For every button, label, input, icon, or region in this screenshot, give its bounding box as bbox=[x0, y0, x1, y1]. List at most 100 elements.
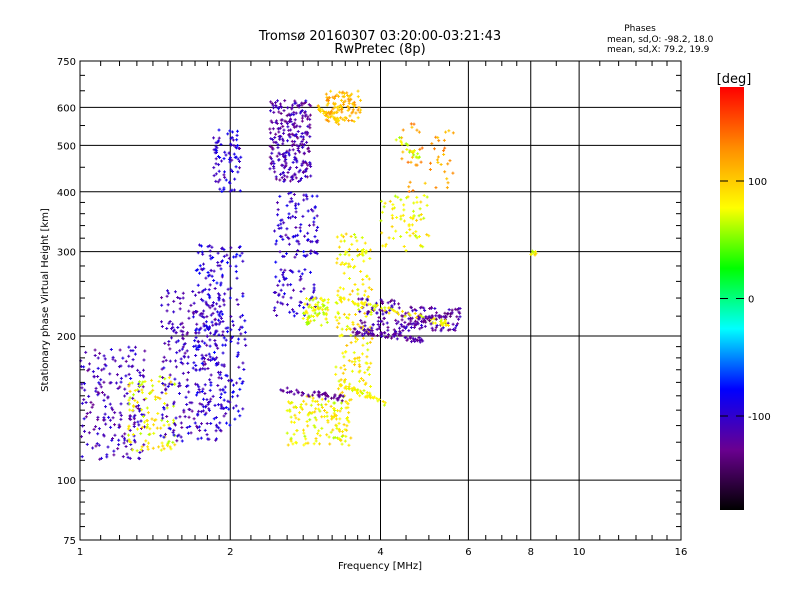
data-point bbox=[293, 121, 297, 125]
data-point bbox=[297, 242, 301, 246]
data-point bbox=[369, 385, 373, 389]
data-point bbox=[314, 439, 318, 443]
data-point bbox=[392, 302, 396, 306]
data-point bbox=[443, 320, 447, 324]
data-point bbox=[330, 417, 334, 421]
data-point bbox=[351, 322, 355, 326]
data-point bbox=[445, 186, 449, 190]
data-point bbox=[199, 436, 203, 440]
data-point bbox=[310, 411, 314, 415]
data-point bbox=[168, 427, 172, 431]
data-point bbox=[234, 165, 238, 169]
data-point bbox=[223, 343, 227, 347]
data-point bbox=[410, 155, 414, 159]
data-point bbox=[453, 328, 457, 332]
data-point bbox=[386, 301, 390, 305]
data-point bbox=[279, 301, 283, 305]
data-point bbox=[276, 127, 280, 131]
data-point bbox=[194, 363, 198, 367]
data-point bbox=[346, 316, 350, 320]
data-point bbox=[313, 205, 317, 209]
data-point bbox=[341, 117, 345, 121]
data-point bbox=[208, 355, 212, 359]
data-point bbox=[297, 179, 301, 183]
data-point bbox=[238, 254, 242, 258]
data-point bbox=[455, 315, 459, 319]
data-point bbox=[300, 162, 304, 166]
data-point bbox=[132, 438, 136, 442]
data-point bbox=[192, 301, 196, 305]
data-point bbox=[200, 422, 204, 426]
data-point bbox=[228, 423, 232, 427]
data-point bbox=[357, 359, 361, 363]
data-point bbox=[197, 425, 201, 429]
data-point bbox=[220, 189, 224, 193]
data-point bbox=[139, 448, 143, 452]
data-point bbox=[363, 395, 367, 399]
data-point bbox=[290, 176, 294, 180]
data-point bbox=[283, 159, 287, 163]
data-point bbox=[116, 386, 120, 390]
data-point bbox=[330, 114, 334, 118]
data-point bbox=[403, 320, 407, 324]
data-point bbox=[384, 242, 388, 246]
data-point bbox=[181, 330, 185, 334]
y-tick-label: 500 bbox=[57, 141, 76, 152]
data-point bbox=[347, 119, 351, 123]
data-point bbox=[286, 283, 290, 287]
data-point bbox=[292, 125, 296, 129]
data-point bbox=[272, 165, 276, 169]
data-point bbox=[356, 248, 360, 252]
data-point bbox=[164, 387, 168, 391]
data-point bbox=[293, 118, 297, 122]
data-point bbox=[303, 302, 307, 306]
data-point bbox=[422, 194, 426, 198]
data-point bbox=[290, 139, 294, 143]
data-point bbox=[202, 360, 206, 364]
data-point bbox=[115, 373, 119, 377]
data-point bbox=[206, 270, 210, 274]
data-point bbox=[347, 298, 351, 302]
data-point bbox=[458, 315, 462, 319]
data-point bbox=[103, 357, 107, 361]
data-point bbox=[84, 350, 88, 354]
data-point bbox=[209, 358, 213, 362]
data-point bbox=[276, 300, 280, 304]
data-point bbox=[414, 316, 418, 320]
data-point bbox=[294, 111, 298, 115]
data-point bbox=[433, 306, 437, 310]
data-point bbox=[412, 321, 416, 325]
data-point bbox=[340, 233, 344, 237]
data-point bbox=[208, 378, 212, 382]
data-point bbox=[362, 259, 366, 263]
data-point bbox=[359, 297, 363, 301]
data-point bbox=[199, 267, 203, 271]
data-point bbox=[350, 258, 354, 262]
data-point bbox=[445, 177, 449, 181]
data-point bbox=[379, 331, 383, 334]
data-point bbox=[233, 177, 237, 181]
data-point bbox=[214, 363, 218, 367]
data-point bbox=[442, 149, 446, 153]
data-point bbox=[197, 385, 201, 389]
data-point bbox=[241, 313, 245, 317]
data-point bbox=[356, 391, 360, 395]
data-point bbox=[416, 317, 420, 321]
data-point bbox=[209, 373, 213, 377]
data-point bbox=[232, 255, 236, 259]
data-point bbox=[238, 160, 242, 164]
data-point bbox=[218, 428, 222, 432]
data-point bbox=[407, 317, 411, 321]
data-point bbox=[173, 443, 177, 447]
data-point bbox=[186, 361, 190, 365]
data-point bbox=[128, 381, 132, 385]
data-point bbox=[399, 139, 403, 143]
data-point bbox=[204, 353, 208, 357]
data-point bbox=[396, 195, 400, 199]
data-point bbox=[342, 312, 346, 316]
data-point bbox=[180, 347, 184, 351]
data-point bbox=[170, 383, 174, 387]
data-point bbox=[286, 125, 290, 129]
data-point bbox=[133, 413, 137, 417]
data-point bbox=[294, 176, 298, 180]
